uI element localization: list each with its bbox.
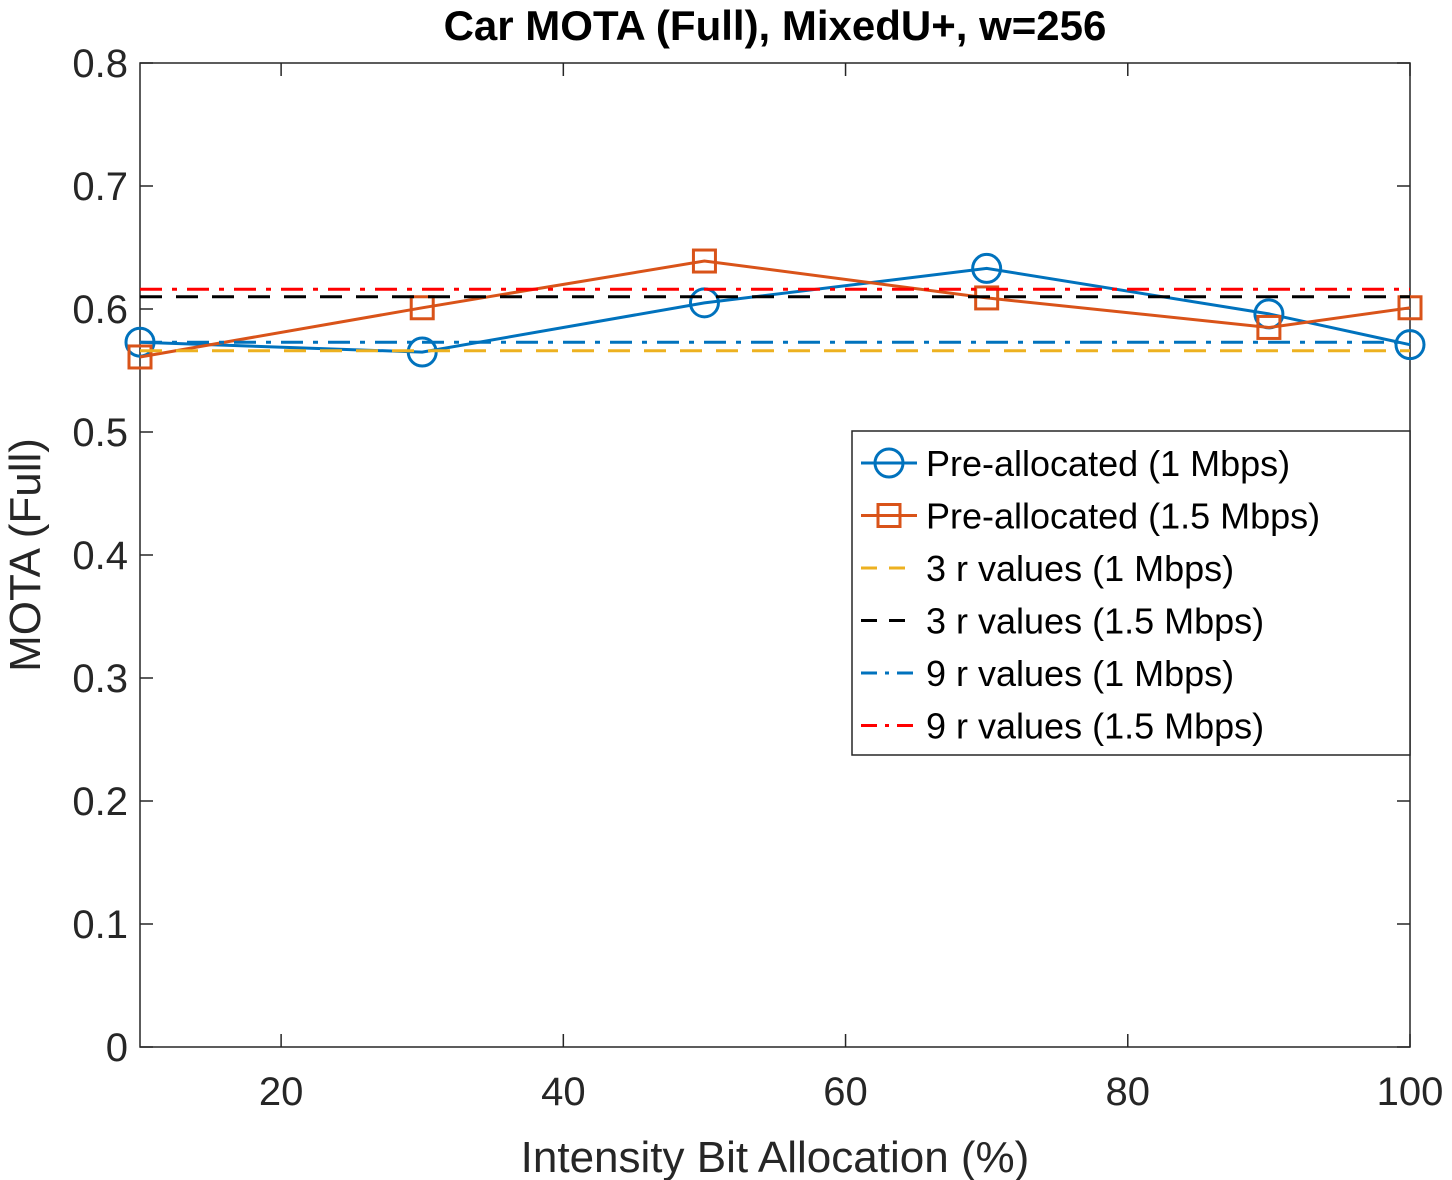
legend-marker — [876, 503, 902, 528]
legend-label: Pre-allocated (1 Mbps) — [926, 443, 1290, 484]
y-tick-label: 0.5 — [72, 411, 128, 455]
data-point — [691, 248, 717, 274]
legend-marker — [873, 447, 905, 479]
data-point — [127, 344, 153, 370]
data-point — [409, 295, 435, 321]
x-tick-label: 40 — [541, 1070, 586, 1114]
y-tick-label: 0.8 — [72, 42, 128, 86]
y-tick-label: 0.6 — [72, 288, 128, 332]
legend-label: 9 r values (1 Mbps) — [926, 653, 1234, 694]
legend-label: 9 r values (1.5 Mbps) — [926, 706, 1264, 747]
x-tick-label: 80 — [1106, 1070, 1151, 1114]
chart-title: Car MOTA (Full), MixedU+, w=256 — [444, 2, 1107, 49]
legend-label: Pre-allocated (1.5 Mbps) — [926, 496, 1320, 537]
y-tick-label: 0 — [106, 1026, 128, 1070]
y-tick-label: 0.1 — [72, 903, 128, 947]
series-line-1 — [139, 259, 1411, 359]
x-tick-label: 60 — [823, 1070, 868, 1114]
y-tick-label: 0.2 — [72, 780, 128, 824]
x-tick-label: 20 — [259, 1070, 304, 1114]
x-tick-label: 100 — [1377, 1070, 1444, 1114]
y-tick-label: 0.7 — [72, 165, 128, 209]
data-point — [1394, 329, 1426, 361]
data-point — [1256, 314, 1282, 340]
y-axis-label: MOTA (Full) — [1, 438, 50, 672]
legend-box — [851, 430, 1411, 756]
data-point — [971, 252, 1003, 284]
y-tick-label: 0.4 — [72, 534, 128, 578]
legend-label: 3 r values (1.5 Mbps) — [926, 601, 1264, 642]
x-axis-label: Intensity Bit Allocation (%) — [521, 1133, 1030, 1180]
legend: Pre-allocated (1 Mbps) Pre-allocated (1.5… — [851, 430, 1411, 756]
legend-label: 3 r values (1 Mbps) — [926, 548, 1234, 589]
y-tick-label: 0.3 — [72, 657, 128, 701]
